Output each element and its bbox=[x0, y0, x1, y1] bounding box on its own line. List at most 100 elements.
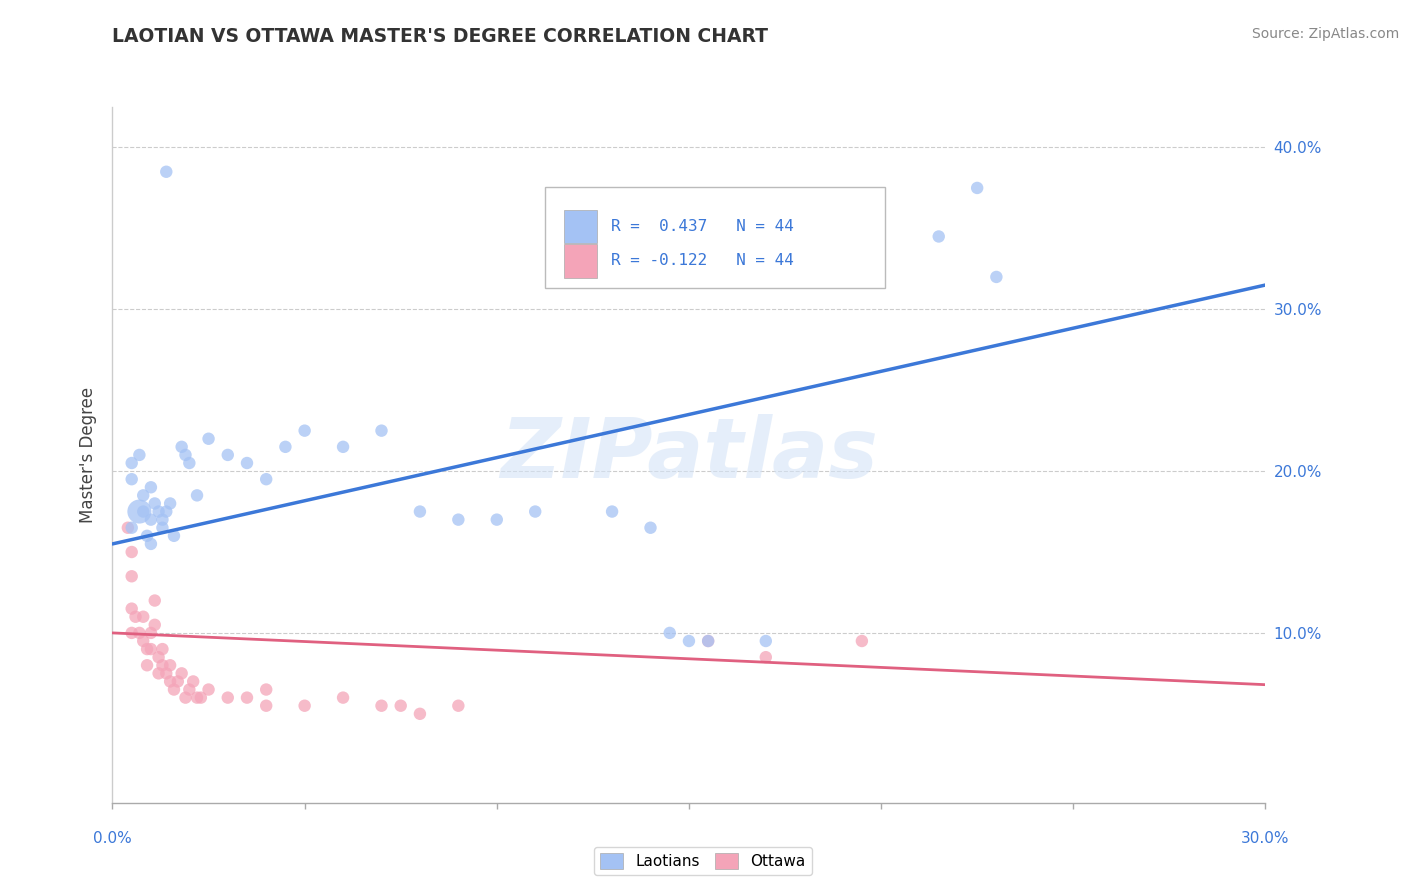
Point bbox=[148, 666, 170, 681]
Point bbox=[181, 674, 204, 689]
Point bbox=[294, 424, 316, 438]
Point bbox=[332, 440, 354, 454]
Point bbox=[155, 165, 177, 179]
Legend: Laotians, Ottawa: Laotians, Ottawa bbox=[595, 847, 811, 875]
Point bbox=[143, 496, 166, 510]
Point bbox=[217, 448, 239, 462]
Text: R = -0.122   N = 44: R = -0.122 N = 44 bbox=[610, 253, 793, 268]
Point bbox=[139, 513, 162, 527]
Point bbox=[236, 456, 259, 470]
Point bbox=[121, 521, 143, 535]
Point bbox=[174, 690, 197, 705]
Point bbox=[678, 634, 700, 648]
Point bbox=[697, 634, 720, 648]
Point bbox=[409, 504, 432, 518]
Point bbox=[640, 521, 662, 535]
Point bbox=[409, 706, 432, 721]
Point bbox=[294, 698, 316, 713]
Point bbox=[155, 666, 177, 681]
Point bbox=[143, 617, 166, 632]
Point bbox=[121, 569, 143, 583]
Point bbox=[389, 698, 412, 713]
Point bbox=[851, 634, 873, 648]
Point bbox=[928, 229, 950, 244]
Point bbox=[152, 521, 174, 535]
Point bbox=[166, 674, 188, 689]
Point bbox=[117, 521, 139, 535]
Point bbox=[755, 634, 778, 648]
Point bbox=[190, 690, 212, 705]
Point bbox=[179, 682, 201, 697]
Point bbox=[197, 432, 219, 446]
Point bbox=[163, 682, 186, 697]
Point bbox=[254, 682, 277, 697]
Point bbox=[121, 601, 143, 615]
Point bbox=[447, 513, 470, 527]
Text: Source: ZipAtlas.com: Source: ZipAtlas.com bbox=[1251, 27, 1399, 41]
Bar bbox=[564, 244, 596, 277]
Text: ZIPatlas: ZIPatlas bbox=[501, 415, 877, 495]
Point bbox=[121, 472, 143, 486]
Point bbox=[121, 626, 143, 640]
Point bbox=[159, 674, 181, 689]
Point bbox=[254, 472, 277, 486]
Point bbox=[697, 634, 720, 648]
Point bbox=[155, 504, 177, 518]
Point bbox=[132, 634, 155, 648]
Point bbox=[370, 698, 392, 713]
Point bbox=[128, 626, 150, 640]
Point bbox=[143, 593, 166, 607]
Point bbox=[159, 496, 181, 510]
Point bbox=[332, 690, 354, 705]
Point bbox=[132, 504, 155, 518]
Point bbox=[136, 642, 159, 657]
Point bbox=[217, 690, 239, 705]
Point bbox=[658, 626, 681, 640]
Point bbox=[174, 448, 197, 462]
Point bbox=[755, 650, 778, 665]
Text: 0.0%: 0.0% bbox=[93, 831, 132, 846]
Point bbox=[128, 504, 150, 518]
Point bbox=[600, 504, 623, 518]
Point bbox=[152, 658, 174, 673]
Point bbox=[370, 424, 392, 438]
Point bbox=[170, 666, 193, 681]
Point bbox=[132, 488, 155, 502]
Point bbox=[132, 609, 155, 624]
Point bbox=[148, 504, 170, 518]
Point bbox=[186, 488, 208, 502]
Text: 30.0%: 30.0% bbox=[1241, 831, 1289, 846]
Point bbox=[152, 642, 174, 657]
Point bbox=[186, 690, 208, 705]
Point bbox=[986, 269, 1008, 284]
Point bbox=[136, 529, 159, 543]
Point bbox=[139, 480, 162, 494]
Point bbox=[128, 448, 150, 462]
Point bbox=[197, 682, 219, 697]
Point bbox=[170, 440, 193, 454]
FancyBboxPatch shape bbox=[544, 187, 884, 288]
Point bbox=[254, 698, 277, 713]
Point bbox=[136, 658, 159, 673]
Point bbox=[524, 504, 547, 518]
Point bbox=[966, 181, 988, 195]
Text: R =  0.437   N = 44: R = 0.437 N = 44 bbox=[610, 219, 793, 234]
Point bbox=[148, 650, 170, 665]
Y-axis label: Master's Degree: Master's Degree bbox=[79, 387, 97, 523]
Point bbox=[485, 513, 508, 527]
Point bbox=[274, 440, 297, 454]
Point bbox=[163, 529, 186, 543]
Point bbox=[139, 537, 162, 551]
Point bbox=[159, 658, 181, 673]
Point bbox=[152, 513, 174, 527]
Point bbox=[124, 609, 146, 624]
Bar bbox=[564, 210, 596, 243]
Point bbox=[236, 690, 259, 705]
Point bbox=[139, 626, 162, 640]
Text: LAOTIAN VS OTTAWA MASTER'S DEGREE CORRELATION CHART: LAOTIAN VS OTTAWA MASTER'S DEGREE CORREL… bbox=[112, 27, 769, 45]
Point bbox=[179, 456, 201, 470]
Point bbox=[121, 545, 143, 559]
Point bbox=[121, 456, 143, 470]
Point bbox=[139, 642, 162, 657]
Point bbox=[447, 698, 470, 713]
